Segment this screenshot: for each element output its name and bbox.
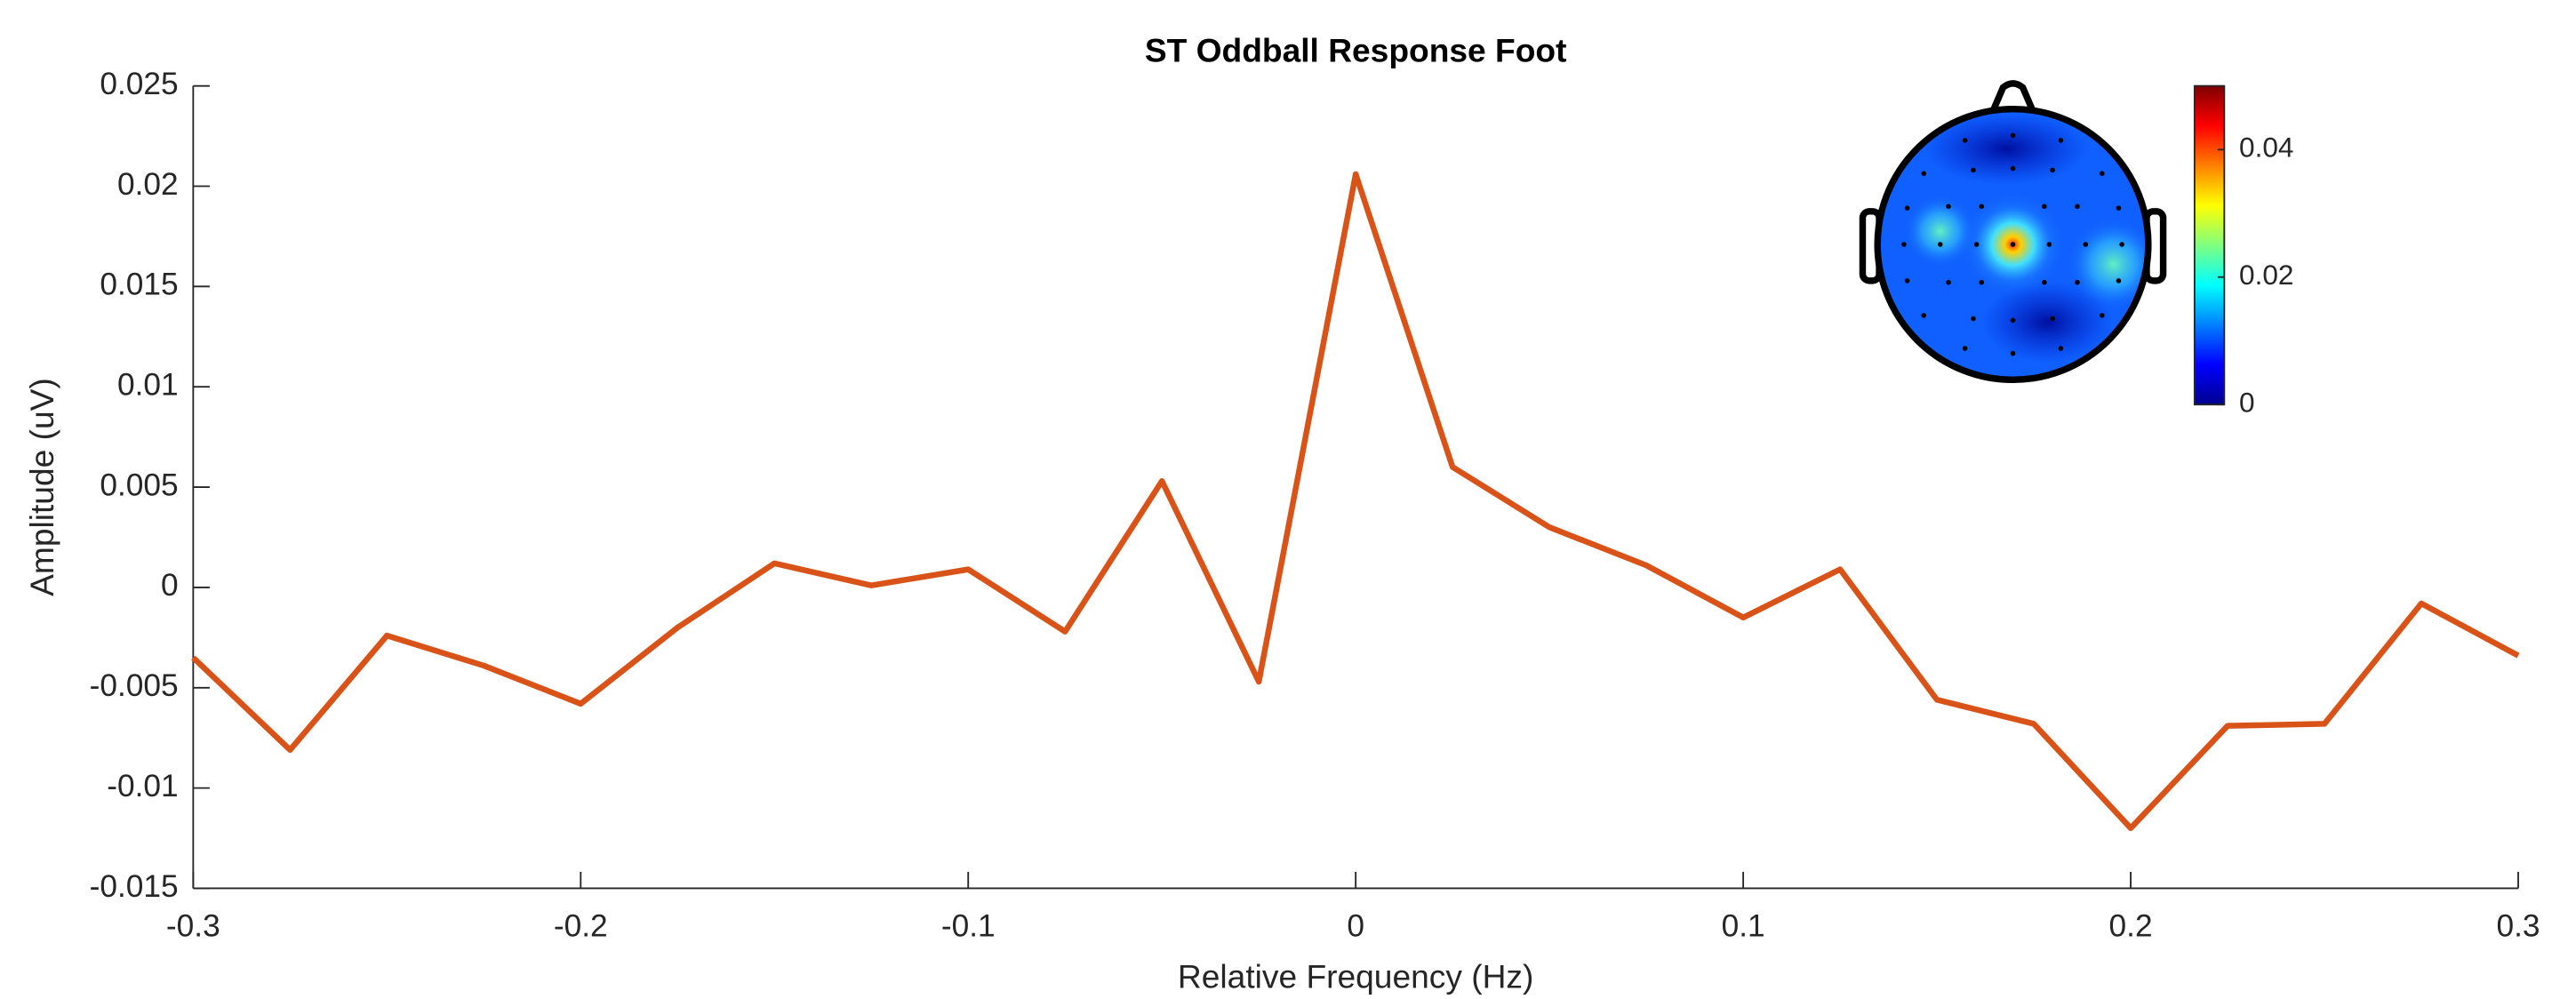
- x-axis-label: Relative Frequency (Hz): [1178, 957, 1533, 995]
- x-tick-label: -0.1: [941, 908, 996, 943]
- y-tick-label: 0: [161, 568, 179, 603]
- colorbar-tick-label: 0.04: [2239, 132, 2293, 164]
- x-tick-label: 0.3: [2496, 908, 2540, 943]
- x-tick-label: 0: [1347, 908, 1364, 943]
- y-tick-label: 0.015: [100, 268, 178, 302]
- x-tick-label: 0.2: [2109, 908, 2153, 943]
- x-tick-label: 0.1: [1722, 908, 1765, 943]
- y-tick-label: 0.005: [100, 468, 178, 502]
- colorbar-tick-label: 0.02: [2239, 259, 2293, 291]
- y-tick-label: -0.01: [107, 769, 178, 803]
- y-tick-label: -0.015: [90, 869, 179, 904]
- y-tick-label: 0.025: [100, 67, 178, 101]
- y-tick-label: 0.01: [117, 368, 179, 403]
- y-tick-label: -0.005: [90, 668, 179, 703]
- x-tick-label: -0.3: [166, 908, 220, 943]
- topomap: [1859, 80, 2167, 384]
- y-tick-label: 0.02: [117, 167, 179, 202]
- y-axis-label: Amplitude (uV): [23, 378, 60, 596]
- x-tick-label: -0.2: [554, 908, 608, 943]
- colorbar-tick-label: 0: [2239, 387, 2255, 419]
- data-line: [191, 171, 2520, 832]
- colorbar: [2193, 84, 2226, 406]
- chart-title: ST Oddball Response Foot: [1145, 31, 1567, 68]
